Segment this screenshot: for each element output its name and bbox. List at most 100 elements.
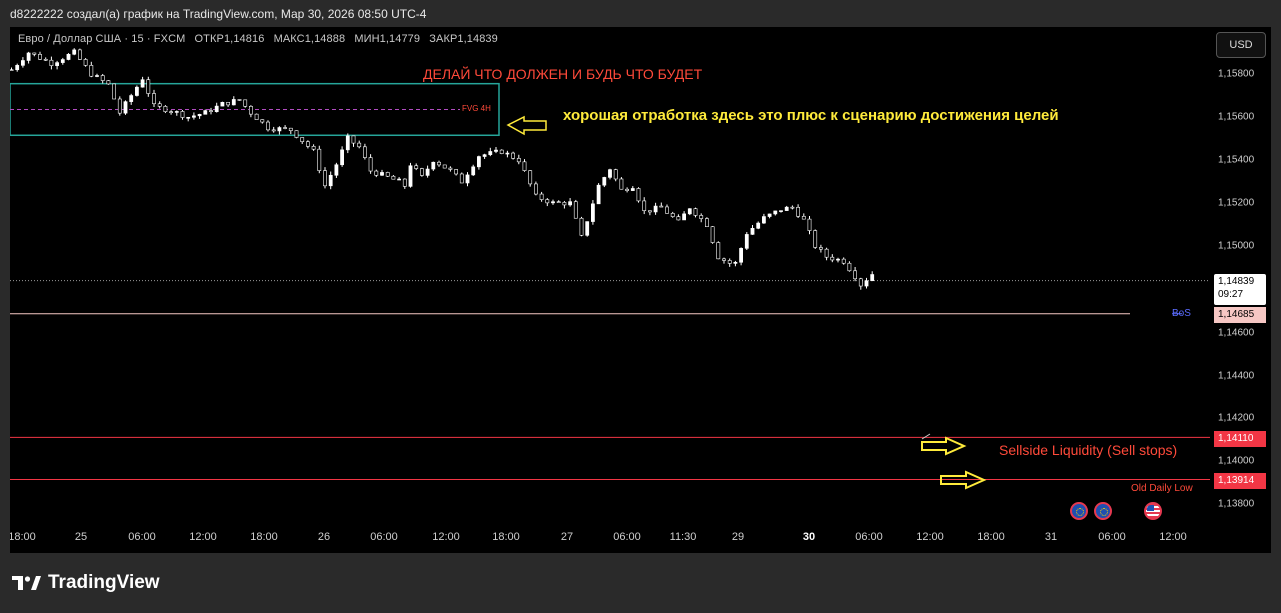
sellside-price-tag: 1,14110 xyxy=(1214,431,1266,447)
current-price-value: 1,14839 xyxy=(1218,276,1255,287)
bar-countdown: 09:27 xyxy=(1218,289,1244,300)
candle-body xyxy=(431,161,436,170)
candle-body xyxy=(89,65,94,77)
tradingview-logo-icon xyxy=(12,576,41,590)
price-tick: 1,14400 xyxy=(1218,370,1255,382)
candle-body xyxy=(260,119,265,123)
candle-body xyxy=(750,227,755,235)
candle-body xyxy=(197,113,202,117)
candle-body xyxy=(642,200,647,211)
candle-body xyxy=(288,127,293,131)
candle-body xyxy=(693,208,698,216)
candle-body xyxy=(66,53,71,60)
candle-body xyxy=(368,157,373,172)
candle-body xyxy=(152,93,156,105)
time-tick: 12:00 xyxy=(916,531,944,543)
time-tick: 11:30 xyxy=(669,531,697,543)
candle-body xyxy=(539,193,544,200)
candle-body xyxy=(779,210,783,212)
candle-body xyxy=(60,59,65,63)
candle-body xyxy=(727,260,732,264)
candle-body xyxy=(180,111,185,118)
currency-button[interactable]: USD xyxy=(1216,32,1266,58)
candle-body xyxy=(511,152,516,159)
candle-body xyxy=(796,207,801,217)
left-arrow-fvg xyxy=(506,115,547,136)
candle-body xyxy=(425,168,430,176)
candle-body xyxy=(824,248,829,258)
candle-body xyxy=(83,59,88,66)
candle-body xyxy=(249,106,253,115)
candle-body xyxy=(209,110,213,112)
candle-body xyxy=(499,149,504,154)
candle-body xyxy=(32,52,37,55)
candle-body xyxy=(328,174,333,187)
candle-body xyxy=(385,172,390,177)
candle-body xyxy=(243,99,248,107)
candle-body xyxy=(459,173,464,184)
candle-body xyxy=(323,170,327,187)
candle-body xyxy=(334,164,339,176)
bos-price-tag: 1,14685 xyxy=(1214,307,1266,323)
price-tick: 1,14600 xyxy=(1218,327,1255,339)
time-tick: 06:00 xyxy=(1098,531,1126,543)
sellside-tick-mark xyxy=(921,433,931,440)
price-tick: 1,15000 xyxy=(1218,240,1255,252)
candle-body xyxy=(266,121,270,131)
candle-body xyxy=(579,217,584,236)
candle-body xyxy=(670,213,675,217)
price-tick: 1,15600 xyxy=(1218,111,1255,123)
candle-body xyxy=(551,201,555,204)
candle-body xyxy=(271,129,276,132)
candle-body xyxy=(533,183,538,195)
candle-body xyxy=(157,103,162,107)
candle-body xyxy=(351,135,356,144)
us-event-icon[interactable] xyxy=(1144,502,1162,520)
price-tick: 1,13800 xyxy=(1218,498,1255,510)
candle-body xyxy=(699,215,704,219)
candle-body xyxy=(163,106,168,112)
tradingview-logo-text: TradingView xyxy=(48,572,160,593)
candle-body xyxy=(739,248,744,263)
candle-body xyxy=(357,142,362,148)
candle-body xyxy=(613,169,618,180)
candle-body xyxy=(100,75,105,81)
candle-body xyxy=(391,175,396,180)
candle-body xyxy=(471,166,476,176)
candle-body xyxy=(590,203,595,222)
candle-body xyxy=(858,278,863,287)
candle-body xyxy=(647,210,652,213)
candle-body xyxy=(169,111,174,113)
candle-body xyxy=(522,161,527,171)
candle-body xyxy=(836,258,840,261)
candle-body xyxy=(608,169,612,178)
symbol-name[interactable]: Евро / Доллар США · 15 · FXCM xyxy=(18,33,186,45)
candle-body xyxy=(15,65,20,71)
candle-body xyxy=(146,79,151,94)
candle-body xyxy=(790,206,795,209)
candlestick-chart[interactable] xyxy=(10,27,1271,553)
tradingview-logo[interactable]: TradingView xyxy=(12,570,160,596)
candle-body xyxy=(203,110,208,115)
eu-event-icon[interactable] xyxy=(1094,502,1112,520)
right-arrow-sellside xyxy=(921,436,967,456)
symbol-legend: Евро / Доллар США · 15 · FXCM ОТКР1,1481… xyxy=(18,33,504,45)
candle-body xyxy=(174,111,179,113)
time-tick: 18:00 xyxy=(10,531,36,543)
candle-body xyxy=(756,222,761,229)
candle-body xyxy=(340,149,345,166)
time-tick: 31 xyxy=(1044,531,1058,543)
price-tick: 1,15400 xyxy=(1218,154,1255,166)
time-tick: 06:00 xyxy=(370,531,398,543)
candle-body xyxy=(482,154,487,157)
candle-body xyxy=(26,52,31,61)
candle-body xyxy=(596,184,601,205)
price-tick: 1,15200 xyxy=(1218,197,1255,209)
eu-event-icon[interactable] xyxy=(1070,502,1088,520)
time-tick: 18:00 xyxy=(250,531,278,543)
old-low-price-tag: 1,13914 xyxy=(1214,473,1266,489)
time-tick: 06:00 xyxy=(128,531,156,543)
candle-body xyxy=(682,213,687,221)
chart-area[interactable]: Евро / Доллар США · 15 · FXCM ОТКР1,1481… xyxy=(10,27,1271,553)
candle-body xyxy=(807,218,812,231)
